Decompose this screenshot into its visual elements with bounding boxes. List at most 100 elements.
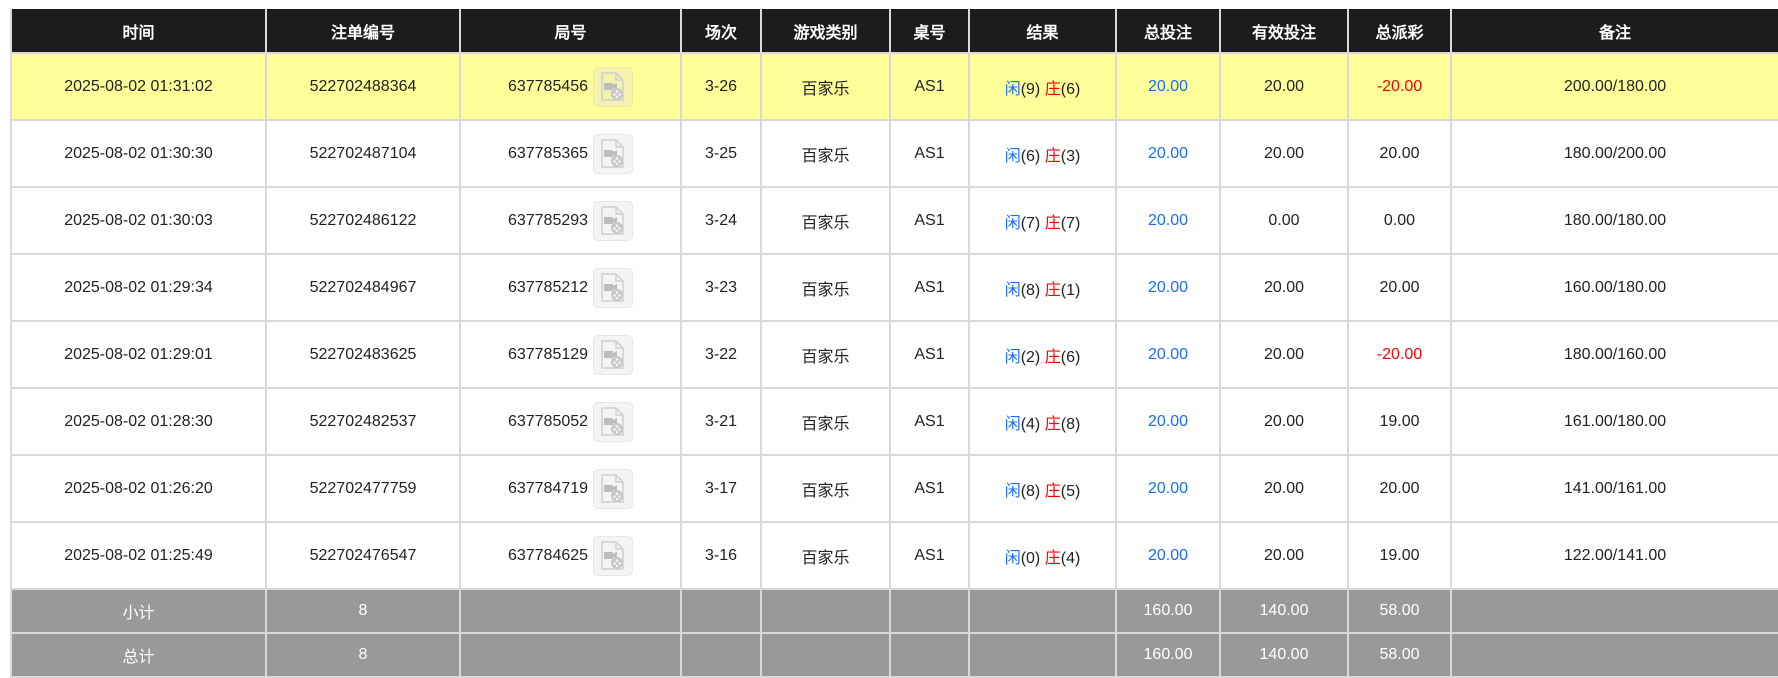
round-cell: 637785293 <box>459 186 682 255</box>
summary-label: 小计 <box>10 588 267 634</box>
empty-cell <box>968 588 1117 634</box>
table-row: 2025-08-02 01:31:02 522702488364 6377854… <box>10 52 1778 121</box>
game-type-cell: 百家乐 <box>760 521 891 590</box>
video-file-icon[interactable] <box>593 401 634 442</box>
round-number: 637785212 <box>507 278 589 296</box>
banker-label: 庄 <box>1044 147 1061 165</box>
valid-bet-cell: 20.00 <box>1219 521 1349 590</box>
video-file-icon[interactable] <box>593 200 634 241</box>
payout-cell: 19.00 <box>1347 387 1452 456</box>
empty-cell <box>760 588 891 634</box>
empty-cell <box>889 632 970 678</box>
table-cell: AS1 <box>889 320 970 389</box>
game-type-cell: 百家乐 <box>760 253 891 322</box>
shoe-cell: 3-16 <box>680 521 762 590</box>
game-type-cell: 百家乐 <box>760 387 891 456</box>
result-cell: 闲(2) 庄(6) <box>968 320 1117 389</box>
time-cell: 2025-08-02 01:30:03 <box>10 186 267 255</box>
player-label: 闲 <box>1004 281 1021 299</box>
bet-id-cell: 522702482537 <box>265 387 461 456</box>
table-row: 2025-08-02 01:30:30 522702487104 6377853… <box>10 119 1778 188</box>
video-file-icon[interactable] <box>593 267 634 308</box>
banker-label: 庄 <box>1044 281 1061 299</box>
header-table: 桌号 <box>889 9 970 54</box>
video-file-icon[interactable] <box>593 133 634 174</box>
bet-id-cell: 522702483625 <box>265 320 461 389</box>
valid-bet-cell: 20.00 <box>1219 52 1349 121</box>
total-bet-cell: 20.00 <box>1115 253 1221 322</box>
header-payout: 总派彩 <box>1347 9 1452 54</box>
total-bet-cell: 20.00 <box>1115 52 1221 121</box>
round-cell: 637785212 <box>459 253 682 322</box>
table-row: 2025-08-02 01:26:20 522702477759 6377847… <box>10 454 1778 523</box>
shoe-cell: 3-21 <box>680 387 762 456</box>
note-cell: 160.00/180.00 <box>1450 253 1778 322</box>
banker-score: (8) <box>1060 415 1081 433</box>
table-row: 2025-08-02 01:29:34 522702484967 6377852… <box>10 253 1778 322</box>
note-cell: 122.00/141.00 <box>1450 521 1778 590</box>
banker-score: (4) <box>1060 549 1081 567</box>
banker-score: (6) <box>1060 80 1081 98</box>
payout-cell: 0.00 <box>1347 186 1452 255</box>
video-file-icon[interactable] <box>593 334 634 375</box>
round-cell: 637785365 <box>459 119 682 188</box>
header-result: 结果 <box>968 9 1117 54</box>
player-label: 闲 <box>1004 482 1021 500</box>
video-file-icon[interactable] <box>593 535 634 576</box>
table-row: 2025-08-02 01:30:03 522702486122 6377852… <box>10 186 1778 255</box>
header-valid-bet: 有效投注 <box>1219 9 1349 54</box>
bet-id-cell: 522702476547 <box>265 521 461 590</box>
player-score: (2) <box>1020 348 1041 366</box>
game-type-cell: 百家乐 <box>760 454 891 523</box>
shoe-cell: 3-24 <box>680 186 762 255</box>
result-cell: 闲(6) 庄(3) <box>968 119 1117 188</box>
result-cell: 闲(7) 庄(7) <box>968 186 1117 255</box>
total-bet-cell: 20.00 <box>1115 186 1221 255</box>
banker-label: 庄 <box>1044 80 1061 98</box>
note-cell: 200.00/180.00 <box>1450 52 1778 121</box>
summary-payout: 58.00 <box>1347 632 1452 678</box>
bet-id-cell: 522702487104 <box>265 119 461 188</box>
summary-valid-bet: 140.00 <box>1219 632 1349 678</box>
empty-cell <box>459 632 682 678</box>
shoe-cell: 3-25 <box>680 119 762 188</box>
player-label: 闲 <box>1004 80 1021 98</box>
table-cell: AS1 <box>889 387 970 456</box>
player-label: 闲 <box>1004 348 1021 366</box>
valid-bet-cell: 20.00 <box>1219 454 1349 523</box>
player-score: (8) <box>1020 482 1041 500</box>
time-cell: 2025-08-02 01:26:20 <box>10 454 267 523</box>
banker-score: (1) <box>1060 281 1081 299</box>
note-cell: 180.00/180.00 <box>1450 186 1778 255</box>
empty-cell <box>680 588 762 634</box>
grand-total-row: 总计 8 160.00 140.00 58.00 <box>10 632 1778 678</box>
game-type-cell: 百家乐 <box>760 320 891 389</box>
header-game-type: 游戏类别 <box>760 9 891 54</box>
empty-cell <box>459 588 682 634</box>
player-score: (6) <box>1020 147 1041 165</box>
total-bet-cell: 20.00 <box>1115 119 1221 188</box>
round-number: 637785456 <box>507 77 589 95</box>
player-score: (0) <box>1020 549 1041 567</box>
time-cell: 2025-08-02 01:31:02 <box>10 52 267 121</box>
player-score: (9) <box>1020 80 1041 98</box>
banker-label: 庄 <box>1044 214 1061 232</box>
summary-total-bet: 160.00 <box>1115 632 1221 678</box>
empty-cell <box>680 632 762 678</box>
valid-bet-cell: 20.00 <box>1219 253 1349 322</box>
round-cell: 637784625 <box>459 521 682 590</box>
player-label: 闲 <box>1004 214 1021 232</box>
table-row: 2025-08-02 01:28:30 522702482537 6377850… <box>10 387 1778 456</box>
round-cell: 637785129 <box>459 320 682 389</box>
player-label: 闲 <box>1004 549 1021 567</box>
valid-bet-cell: 20.00 <box>1219 387 1349 456</box>
total-bet-cell: 20.00 <box>1115 521 1221 590</box>
valid-bet-cell: 0.00 <box>1219 186 1349 255</box>
time-cell: 2025-08-02 01:25:49 <box>10 521 267 590</box>
bet-id-cell: 522702477759 <box>265 454 461 523</box>
video-file-icon[interactable] <box>593 468 634 509</box>
empty-cell <box>968 632 1117 678</box>
header-round: 局号 <box>459 9 682 54</box>
video-file-icon[interactable] <box>593 66 634 107</box>
note-cell: 161.00/180.00 <box>1450 387 1778 456</box>
